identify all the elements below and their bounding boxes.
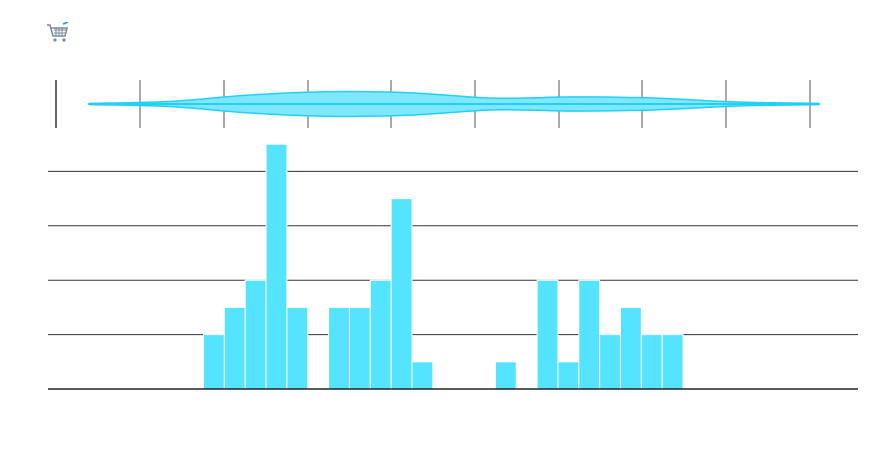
histogram-plot (48, 143, 858, 390)
hist-bar (536, 279, 559, 390)
hist-bar (223, 306, 246, 390)
violin-plot (55, 80, 820, 128)
hist-bar (369, 279, 392, 390)
hist-bar (348, 306, 371, 390)
hist-bar (599, 334, 622, 390)
shopping-cart-button[interactable] (46, 22, 70, 44)
hist-bar (390, 198, 413, 390)
hist-bar (203, 334, 225, 390)
hist-bar (286, 306, 309, 390)
hist-bar (557, 361, 580, 390)
hist-bar (640, 334, 663, 390)
hist-bar (411, 361, 434, 390)
hist-bar (494, 361, 517, 390)
shopping-cart-icon (46, 22, 70, 44)
hist-bar (328, 306, 350, 390)
hist-bar (620, 306, 642, 390)
hist-bar (578, 279, 601, 390)
hist-bar (244, 279, 267, 390)
hist-bar (661, 334, 684, 390)
hist-bar (265, 143, 288, 390)
